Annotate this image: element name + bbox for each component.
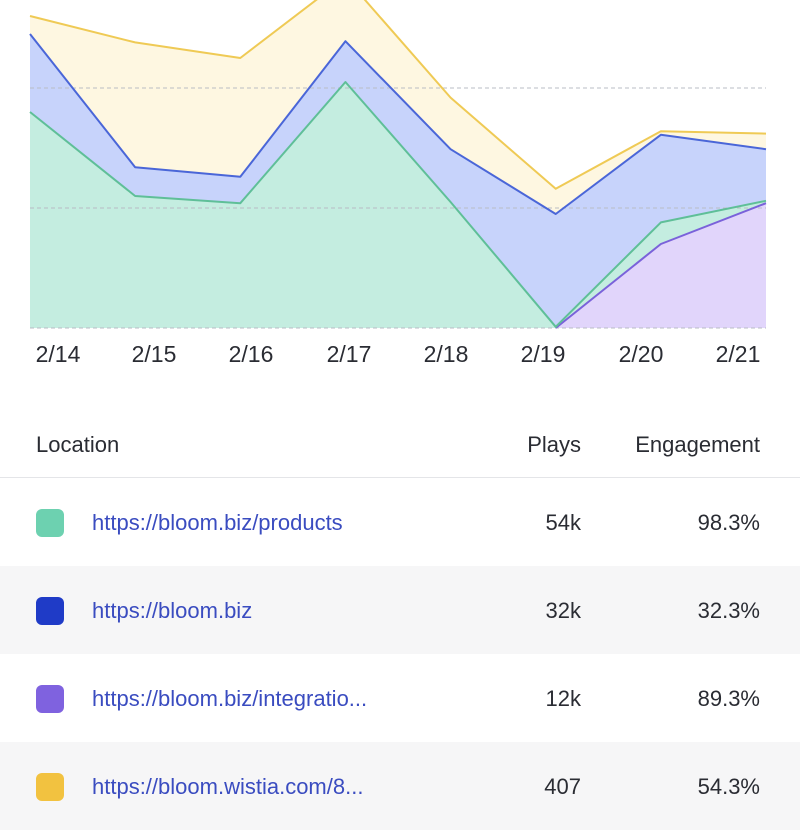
series-color-swatch — [36, 773, 64, 801]
table-row: https://bloom.biz/integratio... 12k 89.3… — [0, 654, 800, 742]
series-line-2 — [29, 33, 767, 215]
x-tick-label: 2/17 — [327, 341, 372, 367]
series-color-swatch — [36, 597, 64, 625]
location-link[interactable]: https://bloom.wistia.com/8... — [92, 774, 364, 799]
engagement-value: 98.3% — [697, 510, 760, 535]
plays-area-chart: 2/14 2/15 2/16 2/17 2/18 2/19 2/20 2/21 — [0, 0, 800, 400]
series-line-3 — [29, 0, 767, 190]
x-tick-label: 2/15 — [132, 341, 177, 367]
table-header: Location Plays Engagement — [0, 405, 800, 478]
location-link[interactable]: https://bloom.biz/products — [92, 510, 343, 535]
plays-value: 54k — [545, 510, 581, 535]
table-row: https://bloom.wistia.com/8... 407 54.3% — [0, 742, 800, 830]
x-tick-label: 2/14 — [36, 341, 81, 367]
plays-value: 407 — [544, 774, 581, 799]
plays-value: 12k — [545, 686, 581, 711]
table-body: https://bloom.biz/products 54k 98.3% htt… — [0, 478, 800, 830]
table-row: https://bloom.biz 32k 32.3% — [0, 566, 800, 654]
series-color-swatch — [36, 509, 64, 537]
engagement-value: 54.3% — [697, 774, 760, 799]
engagement-value: 89.3% — [697, 686, 760, 711]
x-tick-label: 2/18 — [424, 341, 469, 367]
engagement-value: 32.3% — [697, 598, 760, 623]
x-tick-label: 2/19 — [521, 341, 566, 367]
series-area-3 — [30, 0, 766, 214]
series-area-2 — [30, 34, 766, 327]
x-tick-label: 2/21 — [716, 341, 761, 367]
series-color-swatch — [36, 685, 64, 713]
table-row: https://bloom.biz/products 54k 98.3% — [0, 478, 800, 566]
location-link[interactable]: https://bloom.biz/integratio... — [92, 686, 368, 711]
series-area-1 — [30, 82, 766, 328]
plays-column-header[interactable]: Plays — [527, 432, 581, 457]
x-tick-label: 2/20 — [619, 341, 664, 367]
series-line-0 — [555, 202, 767, 329]
location-column-header[interactable]: Location — [36, 432, 120, 457]
plays-value: 32k — [545, 598, 581, 623]
chart-canvas: 2/14 2/15 2/16 2/17 2/18 2/19 2/20 2/21 — [29, 0, 767, 367]
engagement-column-header[interactable]: Engagement — [635, 432, 760, 457]
series-line-1 — [29, 81, 767, 328]
location-table: Location Plays Engagement https://bloom.… — [0, 405, 800, 830]
series-area-0 — [30, 203, 766, 328]
location-link[interactable]: https://bloom.biz — [92, 598, 253, 623]
x-tick-label: 2/16 — [229, 341, 274, 367]
